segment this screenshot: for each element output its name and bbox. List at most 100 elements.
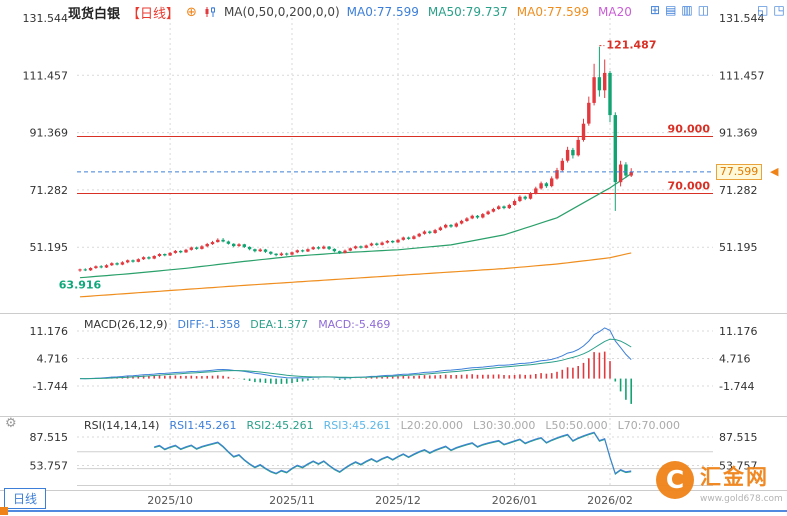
candle-body[interactable] xyxy=(99,266,103,268)
indicator-settings-icon[interactable]: ⚙ xyxy=(5,416,17,431)
candle-body[interactable] xyxy=(94,266,98,268)
candle-body[interactable] xyxy=(279,253,284,256)
add-window-icon[interactable]: ⊞ xyxy=(650,3,661,17)
candle-body[interactable] xyxy=(571,149,575,156)
candle-body[interactable] xyxy=(534,188,538,194)
candle-body[interactable] xyxy=(205,244,209,247)
candle-body[interactable] xyxy=(629,171,633,176)
candle-body[interactable] xyxy=(247,246,252,250)
candle-body[interactable] xyxy=(300,250,305,252)
candle-body[interactable] xyxy=(306,249,310,252)
candle-body[interactable] xyxy=(375,243,379,245)
candle-body[interactable] xyxy=(263,249,268,252)
candle-body[interactable] xyxy=(613,115,617,183)
candle-body[interactable] xyxy=(539,183,543,189)
candle-body[interactable] xyxy=(618,164,623,183)
candle-body[interactable] xyxy=(179,250,183,253)
candle-body[interactable] xyxy=(147,257,151,259)
candle-body[interactable] xyxy=(136,259,140,262)
candle-body[interactable] xyxy=(311,247,315,250)
candle-body[interactable] xyxy=(141,257,146,260)
candle-body[interactable] xyxy=(555,170,559,179)
candle-body[interactable] xyxy=(258,249,262,252)
candle-body[interactable] xyxy=(428,231,432,233)
candle-body[interactable] xyxy=(401,237,405,240)
candle-body[interactable] xyxy=(433,230,437,233)
candle-body[interactable] xyxy=(444,224,448,228)
candle-body[interactable] xyxy=(603,72,607,91)
candle-body[interactable] xyxy=(624,164,628,176)
candle-body[interactable] xyxy=(491,209,496,212)
candle-body[interactable] xyxy=(396,239,400,243)
candle-body[interactable] xyxy=(104,265,109,268)
candle-body[interactable] xyxy=(587,102,591,124)
candle-body[interactable] xyxy=(189,247,193,250)
candle-body[interactable] xyxy=(369,243,374,246)
candle-body[interactable] xyxy=(412,236,416,239)
candle-body[interactable] xyxy=(168,252,172,256)
candle-body[interactable] xyxy=(226,241,231,244)
candle-body[interactable] xyxy=(353,246,358,249)
candle-body[interactable] xyxy=(438,227,443,231)
candle-body[interactable] xyxy=(274,253,278,256)
candle-body[interactable] xyxy=(459,220,464,224)
candle-body[interactable] xyxy=(385,240,390,243)
candle-body[interactable] xyxy=(576,139,580,156)
candle-body[interactable] xyxy=(316,247,321,249)
candle-body[interactable] xyxy=(126,260,130,263)
candle-body[interactable] xyxy=(327,246,331,249)
candle-body[interactable] xyxy=(528,193,533,199)
candle-body[interactable] xyxy=(115,263,119,265)
candle-body[interactable] xyxy=(512,201,517,205)
candle-body[interactable] xyxy=(322,246,326,249)
candle-body[interactable] xyxy=(120,262,125,265)
candle-body[interactable] xyxy=(481,214,485,218)
candle-body[interactable] xyxy=(83,269,87,271)
columns-layout-icon[interactable]: ▥ xyxy=(681,3,693,17)
candle-body[interactable] xyxy=(518,196,522,201)
candle-body[interactable] xyxy=(348,248,352,251)
period-button[interactable]: 【日线】 xyxy=(127,6,180,22)
candle-body[interactable] xyxy=(380,242,384,245)
candle-body[interactable] xyxy=(550,178,554,187)
candlestick-indicator-icon[interactable] xyxy=(204,6,217,18)
candle-body[interactable] xyxy=(285,253,289,255)
candle-body[interactable] xyxy=(465,218,469,221)
candle-body[interactable] xyxy=(608,72,612,116)
candle-body[interactable] xyxy=(242,244,246,247)
candle-body[interactable] xyxy=(406,237,411,239)
candle-body[interactable] xyxy=(507,205,511,209)
candle-body[interactable] xyxy=(253,249,257,252)
candle-body[interactable] xyxy=(332,248,337,252)
candle-body[interactable] xyxy=(449,224,453,227)
candle-body[interactable] xyxy=(343,250,347,253)
candle-body[interactable] xyxy=(173,250,178,253)
candle-body[interactable] xyxy=(157,254,162,256)
candle-body[interactable] xyxy=(592,77,596,103)
candles-layer[interactable] xyxy=(78,46,633,272)
candle-body[interactable] xyxy=(269,251,273,254)
rows-layout-icon[interactable]: ▤ xyxy=(665,3,677,17)
candle-body[interactable] xyxy=(417,233,421,237)
candle-body[interactable] xyxy=(237,244,241,246)
candle-body[interactable] xyxy=(422,231,427,234)
candle-body[interactable] xyxy=(131,260,135,262)
candle-body[interactable] xyxy=(523,196,527,199)
macd-row-title[interactable]: MACD(26,12,9) xyxy=(84,318,168,331)
rsi-row-title[interactable]: RSI(14,14,14) xyxy=(84,419,160,432)
horizontal-price-lines[interactable]: 90.000 70.000 xyxy=(77,123,713,195)
candle-body[interactable] xyxy=(290,252,294,255)
candle-body[interactable] xyxy=(597,77,602,91)
candle-body[interactable] xyxy=(565,149,570,161)
candle-body[interactable] xyxy=(364,245,368,248)
candle-body[interactable] xyxy=(232,243,236,247)
candle-body[interactable] xyxy=(88,268,93,271)
candle-body[interactable] xyxy=(152,256,156,259)
ma-params-label[interactable]: MA(0,50,0,200,0,0) xyxy=(223,5,340,19)
candle-body[interactable] xyxy=(359,246,363,248)
candle-body[interactable] xyxy=(184,249,188,253)
candle-body[interactable] xyxy=(338,251,342,253)
split-layout-icon[interactable]: ◫ xyxy=(697,3,710,17)
zoom-add-icon[interactable]: ⊕ xyxy=(186,4,197,20)
